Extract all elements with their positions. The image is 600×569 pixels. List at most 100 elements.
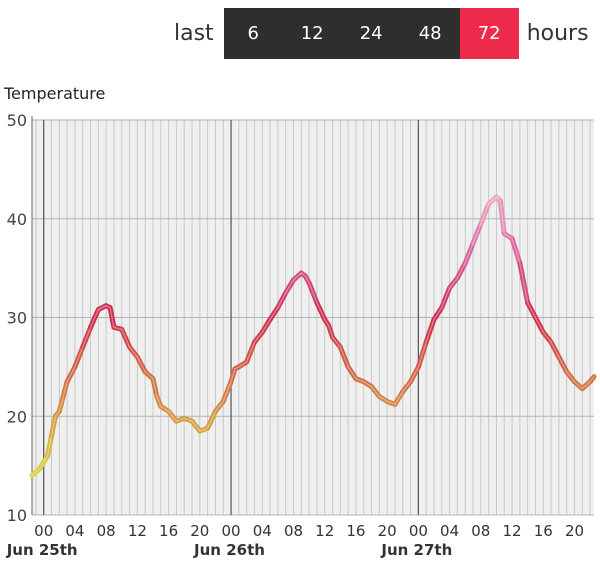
temperature-line-highlight-segment	[386, 400, 396, 406]
temperature-line-segment	[337, 344, 351, 370]
x-tick-label: 20	[565, 522, 584, 540]
temperature-line-highlight-segment	[495, 196, 502, 202]
temperature-line-highlight-segment	[136, 356, 146, 373]
temperature-line-segment	[462, 240, 476, 266]
temperature-line-highlight-segment	[480, 203, 490, 225]
x-tick-label: 04	[65, 522, 84, 540]
temperature-line-highlight-segment	[54, 410, 61, 417]
temperature-line-segment	[556, 354, 570, 375]
range-prefix-label: last	[174, 21, 214, 46]
horizontal-gridlines	[32, 119, 594, 516]
temperature-line-highlight-segment	[304, 275, 310, 284]
temperature-line-segment	[49, 413, 58, 439]
temperature-line-segment	[439, 285, 453, 311]
temperature-line-highlight-segment	[402, 380, 412, 393]
temperature-line-highlight-segment	[300, 272, 306, 277]
temperature-line-highlight-segment	[417, 341, 427, 368]
temperature-line-highlight-segment	[308, 282, 318, 304]
temperature-line-segment	[532, 315, 546, 335]
temperature-line-highlight-segment	[499, 200, 505, 235]
temperature-line-highlight-segment	[230, 368, 236, 383]
temperature-line-segment	[45, 433, 55, 459]
temperature-line-highlight-segment	[175, 417, 185, 422]
temperature-line-highlight-segment	[378, 395, 388, 403]
temperature-line-highlight-segment	[511, 237, 521, 264]
temperature-line-segment	[497, 198, 507, 237]
x-tick-label: 08	[284, 522, 303, 540]
y-tick-label: 20	[7, 407, 27, 426]
temperature-line-highlight-segment	[46, 435, 53, 457]
temperature-line-highlight-segment	[277, 292, 287, 309]
range-suffix-label: hours	[526, 21, 589, 46]
x-tick-label: 08	[471, 522, 490, 540]
temperature-line-segment	[88, 307, 101, 330]
temperature-line-segment	[470, 221, 484, 246]
range-option-6[interactable]: 6	[247, 23, 259, 44]
temperature-line-highlight-segment	[284, 279, 295, 294]
range-option-24[interactable]: 24	[359, 23, 383, 44]
temperature-line-highlight-segment	[327, 324, 334, 338]
temperature-line-segment	[244, 339, 257, 365]
day-label: Jun 26th	[193, 541, 265, 559]
temperature-line-segment	[478, 201, 492, 227]
temperature-line-highlight-segment	[160, 405, 170, 413]
temperature-line-highlight-segment	[472, 222, 482, 245]
range-options: 6 12 24 48 72	[223, 8, 519, 59]
range-option-72[interactable]: 72	[459, 8, 519, 59]
x-tick-label: 20	[190, 522, 209, 540]
x-tick-label: 00	[409, 522, 428, 540]
temperature-line-highlight-segment	[589, 376, 595, 383]
temperature-line-highlight-segment	[565, 371, 576, 383]
temperature-line-segment	[306, 280, 320, 306]
temperature-line-segment	[119, 326, 133, 350]
temperature-line-highlight-segment	[394, 390, 404, 406]
temperature-line-highlight-segment	[339, 346, 349, 368]
x-tick-label: 12	[315, 522, 334, 540]
x-tick-label: 12	[128, 522, 147, 540]
temperature-line-segment	[408, 364, 421, 385]
range-option-12[interactable]: 12	[300, 23, 324, 44]
x-tick-label: 20	[378, 522, 397, 540]
temperature-line-highlight-segment	[355, 377, 365, 383]
temperature-line-highlight-segment	[448, 277, 459, 289]
temperature-line-highlight-segment	[464, 242, 474, 264]
temperature-line-highlight-segment	[167, 410, 178, 422]
temperature-line-highlight-segment	[573, 380, 584, 390]
temperature-line-highlight-segment	[191, 420, 201, 432]
y-tick-label: 30	[7, 309, 27, 328]
temperature-line-highlight-segment	[433, 306, 443, 321]
temperature-line-segment	[56, 394, 66, 414]
temperature-line-segment	[587, 374, 597, 385]
temperature-line-segment	[60, 379, 70, 399]
temperature-line-segment	[72, 344, 86, 370]
x-tick-label: 16	[346, 522, 365, 540]
temperature-line-segment	[423, 316, 437, 345]
range-option-48[interactable]: 48	[418, 23, 442, 44]
temperature-line-highlight-segment	[542, 331, 552, 343]
temperature-line-highlight-segment	[234, 366, 240, 370]
temperature-line-highlight-segment	[62, 380, 68, 398]
temperature-line-highlight-segment	[58, 395, 64, 413]
temperature-line-highlight-segment	[97, 304, 107, 311]
temperature-line-segment	[80, 324, 94, 350]
temperature-line-highlight-segment	[261, 318, 271, 334]
x-tick-label: 12	[502, 522, 521, 540]
temperature-line-highlight-segment	[558, 356, 568, 373]
temperature-chart: Temperature 10 20 30 40 50 00 04 08 12 16 20 00 04 08 1…	[3, 84, 597, 559]
temperature-line-segment	[134, 354, 148, 375]
temperature-line-highlight-segment	[316, 301, 326, 321]
temperature-line-highlight-segment	[269, 306, 279, 321]
temperature-line-segment	[415, 339, 429, 370]
temperature-line-highlight-segment	[362, 380, 373, 388]
temperature-line-highlight-segment	[425, 318, 435, 343]
temperature-line-highlight-segment	[534, 316, 545, 334]
temperature-line-highlight-segment	[74, 346, 84, 368]
temperature-line-highlight-segment	[238, 361, 248, 368]
temperature-line-highlight-segment	[121, 328, 131, 348]
temperature-line-segment	[107, 305, 117, 330]
temperature-line-highlight-segment	[31, 467, 41, 477]
temperature-line-highlight-segment	[526, 301, 537, 319]
time-range-selector: last 6 12 24 48 72 hours	[166, 8, 597, 59]
day-label: Jun 25th	[6, 541, 78, 559]
temperature-line-highlight-segment	[441, 287, 451, 309]
